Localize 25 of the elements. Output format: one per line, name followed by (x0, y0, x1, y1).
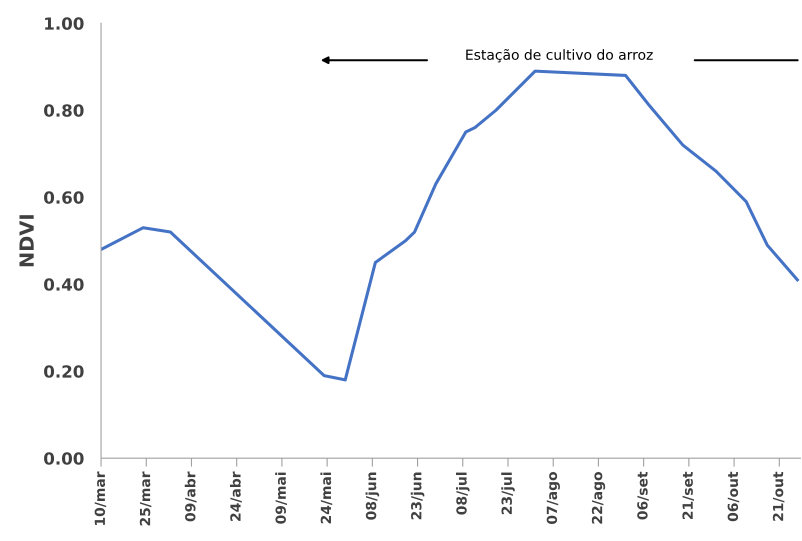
x-tick-label: 21/out (772, 472, 784, 521)
y-tick-label: 0.60 (44, 191, 84, 204)
x-tick-label: 09/abr (184, 471, 197, 522)
x-tick-label: 08/jun (366, 472, 380, 520)
x-tick-label: 24/mai (320, 472, 332, 524)
y-tick-label: 0.00 (44, 452, 84, 465)
x-tick-label: 23/jun (410, 472, 424, 520)
y-tick-label: 0.40 (44, 278, 84, 291)
y-tick-label: 0.20 (44, 365, 84, 378)
y-tick-label: 0.80 (44, 104, 84, 117)
x-tick-label: 07/ago (546, 472, 560, 524)
x-tick-label: 22/ago (592, 472, 606, 524)
y-axis-title: NDVI (19, 215, 34, 266)
x-tick-label: 23/jul (501, 472, 515, 514)
x-tick-label: 10/mar (94, 471, 106, 525)
x-tick-label: 09/mai (275, 472, 288, 524)
annotation: Estação de cultivo do arroz (466, 48, 653, 62)
x-tick-label: 21/set (682, 472, 694, 520)
x-tick-label: 25/mar (140, 471, 152, 526)
line-series (101, 70, 799, 382)
x-tick-label: 08/jul (456, 472, 470, 515)
x-tick-label: 24/abr (230, 471, 242, 521)
y-tick-label: 1.00 (45, 17, 84, 30)
x-tick-label: 06/out (728, 472, 740, 522)
x-tick-label: 06/set (637, 472, 649, 520)
